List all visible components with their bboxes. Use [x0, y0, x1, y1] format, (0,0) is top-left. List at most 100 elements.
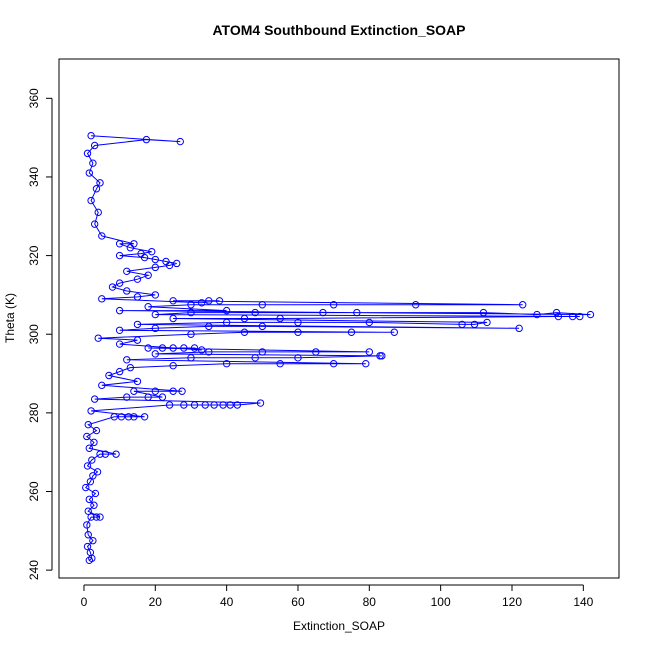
data-point — [89, 472, 97, 480]
data-point — [83, 149, 92, 158]
data-point — [85, 556, 94, 565]
data-point — [151, 291, 160, 299]
data-point — [94, 208, 102, 217]
data-point — [251, 308, 259, 317]
plot-frame — [58, 58, 620, 579]
x-tick-label: 100 — [431, 595, 451, 609]
data-point — [586, 310, 595, 319]
data-point — [169, 344, 177, 352]
data-point — [458, 320, 466, 329]
data-point — [123, 393, 131, 401]
data-point — [276, 360, 284, 368]
x-tick-label: 80 — [363, 595, 377, 609]
data-point — [112, 450, 120, 458]
data-point — [105, 371, 113, 380]
data-point — [124, 413, 133, 421]
data-point — [148, 247, 156, 256]
data-point — [83, 432, 91, 441]
data-point — [115, 367, 124, 376]
data-point — [133, 377, 142, 386]
data-point — [144, 393, 152, 401]
x-tick-label: 0 — [81, 595, 88, 609]
data-point — [479, 308, 488, 317]
y-axis-label: Theta (K) — [3, 293, 17, 343]
data-point — [137, 249, 145, 258]
data-point — [151, 255, 160, 264]
data-point — [187, 301, 195, 309]
data-point — [169, 387, 177, 395]
data-point — [98, 295, 106, 303]
data-point — [85, 495, 94, 504]
data-point — [180, 401, 188, 409]
data-point — [187, 308, 195, 317]
x-tick-label: 120 — [502, 595, 522, 609]
data-point — [133, 320, 142, 329]
data-point — [84, 420, 92, 429]
data-point — [144, 344, 152, 352]
data-point — [90, 501, 98, 509]
data-point — [87, 407, 95, 415]
data-point — [96, 450, 104, 458]
data-point — [98, 232, 106, 240]
data-point — [96, 513, 104, 521]
data-point — [365, 348, 374, 356]
data-point — [110, 413, 118, 421]
data-point — [251, 354, 259, 362]
data-point — [162, 257, 170, 266]
data-point — [115, 306, 124, 315]
data-point — [98, 381, 106, 390]
data-point — [222, 306, 231, 315]
data-point — [115, 340, 124, 348]
data-point — [515, 324, 523, 333]
x-axis-label: Extinction_SOAP — [293, 619, 385, 633]
data-point — [151, 263, 160, 272]
data-point — [568, 312, 577, 321]
data-point — [190, 401, 199, 409]
data-point — [133, 275, 142, 283]
data-point — [165, 401, 174, 409]
data-point — [205, 348, 213, 356]
data-point — [210, 401, 218, 409]
data-point — [276, 314, 284, 323]
x-tick-label: 20 — [149, 595, 163, 609]
data-point — [201, 401, 209, 409]
data-point — [312, 348, 320, 356]
y-tick-label: 340 — [27, 167, 41, 187]
data-point — [240, 328, 249, 336]
data-point — [411, 301, 420, 309]
x-tick-label: 40 — [220, 595, 234, 609]
data-point — [92, 513, 101, 521]
y-axis: 240 260 280 300 320 340 360 — [27, 88, 53, 580]
data-point — [94, 334, 102, 342]
data-point — [576, 312, 584, 321]
data-point — [197, 299, 206, 307]
data-point — [178, 387, 186, 395]
series-points — [82, 131, 595, 565]
data-point — [144, 271, 152, 279]
data-point — [87, 513, 95, 521]
data-point — [87, 196, 95, 205]
data-point — [126, 363, 135, 372]
data-point — [90, 438, 98, 447]
data-point — [133, 336, 142, 344]
data-point — [151, 324, 160, 333]
data-point — [390, 328, 398, 336]
data-point — [169, 361, 177, 370]
data-point — [226, 401, 234, 409]
data-point — [83, 521, 91, 529]
data-point — [151, 350, 160, 358]
data-point — [117, 413, 126, 421]
data-point — [205, 322, 213, 331]
data-point — [197, 346, 206, 354]
data-point — [187, 330, 195, 338]
data-point — [215, 297, 224, 305]
data-point — [90, 141, 99, 150]
data-point — [533, 310, 541, 319]
data-point — [173, 259, 181, 268]
data-point — [83, 542, 92, 551]
data-point — [133, 293, 142, 301]
data-point — [362, 360, 370, 368]
data-point — [169, 297, 177, 305]
x-axis: 0 20 40 60 80 100 120 140 — [81, 584, 594, 609]
data-point — [158, 393, 167, 401]
